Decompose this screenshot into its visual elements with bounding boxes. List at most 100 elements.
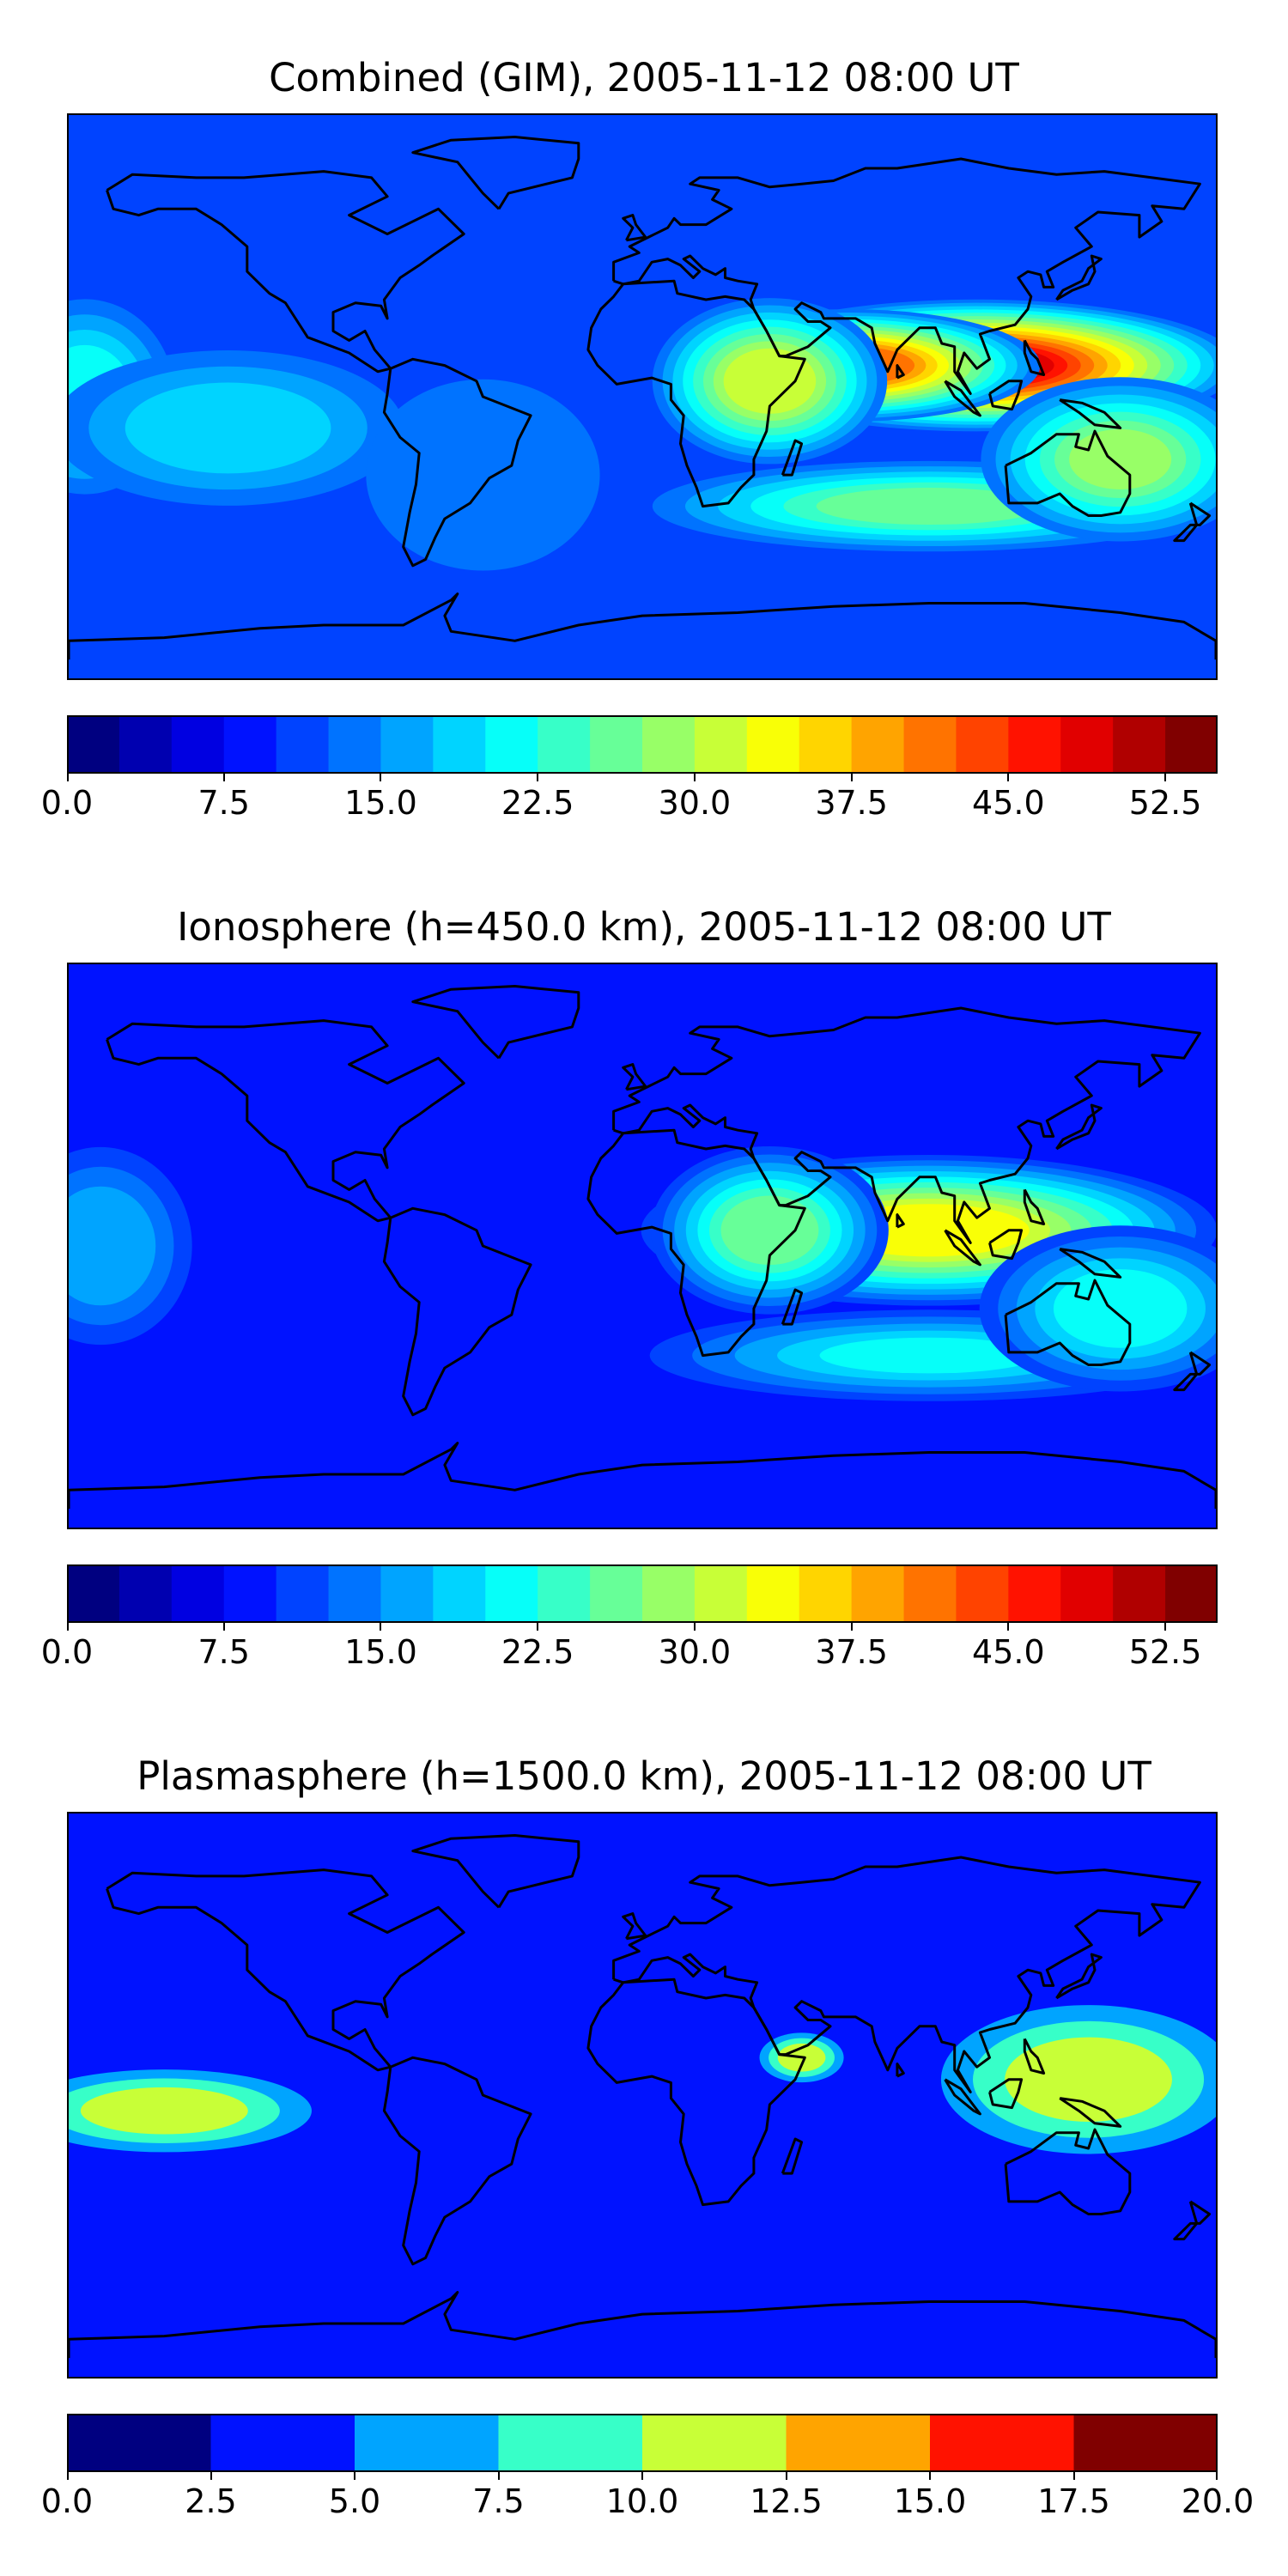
colorbar-bin bbox=[903, 1564, 957, 1623]
colorbar-tick-label: 7.5 bbox=[197, 1633, 250, 1671]
coastline-madagascar bbox=[781, 439, 804, 477]
colorbar-bin bbox=[538, 715, 591, 774]
colorbar-bin bbox=[930, 2414, 1074, 2472]
coastline-sumatra bbox=[944, 380, 981, 417]
colorbar-tick-mark bbox=[929, 2472, 931, 2480]
colorbar-bin bbox=[67, 715, 120, 774]
coastline-africa bbox=[586, 1128, 806, 1358]
colorbar-plasmasphere bbox=[67, 2414, 1218, 2472]
colorbar-tick-mark bbox=[67, 1623, 69, 1631]
colorbar-tick-mark bbox=[67, 2472, 69, 2480]
coastline-north-america bbox=[106, 1019, 465, 1223]
contour-feature-3-level-2 bbox=[80, 2087, 248, 2135]
coastline-africa bbox=[586, 1978, 806, 2207]
coastline-south-america bbox=[382, 357, 532, 568]
colorbar-bin bbox=[276, 1564, 330, 1623]
colorbar-bin bbox=[355, 2414, 499, 2472]
colorbar-bin bbox=[485, 1564, 538, 1623]
colorbar-tick-mark bbox=[537, 1623, 539, 1631]
coastline-sri-lanka bbox=[896, 2063, 905, 2078]
coastline-greenland bbox=[411, 1834, 580, 1909]
colorbar-bin bbox=[590, 1564, 643, 1623]
colorbar-bin bbox=[1165, 715, 1218, 774]
colorbar-bin bbox=[538, 1564, 591, 1623]
coastline-south-america bbox=[382, 1206, 532, 1417]
coastline-africa bbox=[586, 279, 806, 508]
colorbar-outline bbox=[67, 2414, 1218, 2472]
coastline-japan bbox=[1055, 254, 1103, 301]
colorbar-bin bbox=[590, 715, 643, 774]
coastline-greenland bbox=[411, 136, 580, 210]
coastline-sri-lanka bbox=[896, 364, 905, 380]
contour-feature-2-level-4 bbox=[819, 1337, 1039, 1374]
coastline-borneo bbox=[988, 2078, 1024, 2110]
coastline-greenland bbox=[411, 985, 580, 1060]
coastline-new-zealand bbox=[1173, 2200, 1212, 2241]
contour-feature-5-level-2 bbox=[125, 382, 331, 474]
colorbar-bin bbox=[642, 715, 696, 774]
coastline-south-america bbox=[382, 2056, 532, 2266]
colorbar-bin bbox=[433, 715, 486, 774]
colorbar-bin bbox=[746, 1564, 800, 1623]
coastline-antarctica bbox=[69, 592, 1216, 660]
colorbar-bin bbox=[956, 1564, 1009, 1623]
coastline-australia bbox=[1004, 1279, 1132, 1366]
coastline-new-guinea bbox=[1059, 398, 1122, 429]
colorbar-bin bbox=[1113, 715, 1166, 774]
colorbar-tick-mark bbox=[641, 2472, 643, 2480]
colorbar-tick-label: 22.5 bbox=[501, 1633, 574, 1671]
colorbar-bin bbox=[851, 1564, 905, 1623]
colorbar-bin bbox=[642, 2414, 787, 2472]
colorbar-tick-mark bbox=[785, 2472, 787, 2480]
colorbar-tick-label: 10.0 bbox=[605, 2482, 679, 2520]
coastline-sumatra bbox=[944, 1229, 981, 1267]
colorbar-tick-label: 0.0 bbox=[40, 784, 94, 822]
colorbar-tick-label: 37.5 bbox=[815, 1633, 888, 1671]
colorbar-combined bbox=[67, 715, 1218, 774]
contour-feature-1-level-6 bbox=[720, 1195, 819, 1266]
coastline-madagascar bbox=[781, 1288, 804, 1326]
colorbar-tick-mark bbox=[380, 774, 382, 781]
contour-feature-4-level-4 bbox=[1053, 1269, 1188, 1348]
coastline-new-guinea bbox=[1059, 1248, 1122, 1279]
coastline-philippines bbox=[1023, 1188, 1046, 1225]
colorbar-bin bbox=[433, 1564, 486, 1623]
colorbar-bin bbox=[67, 1564, 120, 1623]
colorbar-tick-label: 30.0 bbox=[658, 784, 732, 822]
colorbar-outline bbox=[67, 1564, 1218, 1623]
coastline-antarctica bbox=[69, 2291, 1216, 2359]
colorbar-tick-label: 7.5 bbox=[197, 784, 250, 822]
colorbar-bin bbox=[67, 2414, 211, 2472]
colorbar-bin bbox=[223, 715, 277, 774]
colorbar-tick-mark bbox=[1072, 2472, 1075, 2480]
colorbar-tick-mark bbox=[354, 2472, 355, 2480]
colorbar-bin bbox=[223, 1564, 277, 1623]
colorbar-ticks-ionosphere: 0.0 7.5 15.0 22.5 30.0 37.5 45.0 52.5 bbox=[41, 1623, 1218, 1674]
colorbar-bin bbox=[746, 715, 800, 774]
colorbar-bin bbox=[786, 2414, 931, 2472]
colorbar-tick-mark bbox=[222, 774, 225, 781]
contour-feature-6-level-0 bbox=[366, 379, 600, 571]
coastline-north-america bbox=[106, 1868, 465, 2072]
colorbar-bin bbox=[956, 715, 1009, 774]
colorbar-tick-label: 2.5 bbox=[185, 2482, 237, 2520]
colorbar-bin bbox=[276, 715, 330, 774]
coastline-philippines bbox=[1023, 339, 1046, 376]
map-combined bbox=[67, 113, 1218, 680]
colorbar-tick-mark bbox=[693, 1623, 696, 1631]
colorbar-tick-mark bbox=[497, 2472, 500, 2480]
colorbar-tick-label: 15.0 bbox=[344, 784, 417, 822]
coastline-eurasia bbox=[612, 157, 1201, 395]
colorbar-bin bbox=[118, 715, 173, 774]
coastline-australia bbox=[1004, 2128, 1132, 2215]
colorbar-tick-label: 20.0 bbox=[1181, 2482, 1255, 2520]
colorbar-outline bbox=[67, 715, 1218, 774]
contour-feature-2-level-7 bbox=[723, 348, 817, 414]
colorbar-tick-mark bbox=[380, 1623, 382, 1631]
colorbar-tick-mark bbox=[222, 1623, 225, 1631]
colorbar-tick-mark bbox=[850, 774, 853, 781]
colorbar-tick-label: 37.5 bbox=[815, 784, 888, 822]
contour-feature-1-level-2 bbox=[1005, 2037, 1172, 2122]
colorbar-bin bbox=[1060, 1564, 1114, 1623]
heatmap-combined bbox=[69, 115, 1216, 678]
